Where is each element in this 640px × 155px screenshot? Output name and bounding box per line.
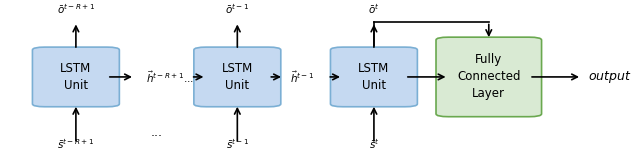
Text: $\bar{s}^{t-1}$: $\bar{s}^{t-1}$: [226, 137, 249, 151]
Text: $\bar{o}^{t}$: $\bar{o}^{t}$: [368, 2, 380, 16]
Text: LSTM
Unit: LSTM Unit: [358, 62, 390, 92]
Text: $\bar{s}^{t}$: $\bar{s}^{t}$: [369, 137, 380, 151]
Text: $\bf{\it{output}}$: $\bf{\it{output}}$: [588, 69, 632, 85]
FancyBboxPatch shape: [330, 47, 417, 107]
Text: $\bar{o}^{t-1}$: $\bar{o}^{t-1}$: [225, 2, 250, 16]
Text: Fully
Connected
Layer: Fully Connected Layer: [457, 53, 520, 100]
FancyBboxPatch shape: [194, 47, 281, 107]
Text: ...: ...: [150, 126, 163, 139]
Text: LSTM
Unit: LSTM Unit: [221, 62, 253, 92]
Text: $\bar{s}^{t-R+1}$: $\bar{s}^{t-R+1}$: [58, 137, 95, 151]
Text: $\vec{h}^{t-R+1}$...: $\vec{h}^{t-R+1}$...: [146, 69, 194, 85]
Text: $\vec{h}^{t-1}$: $\vec{h}^{t-1}$: [290, 69, 314, 85]
Text: LSTM
Unit: LSTM Unit: [60, 62, 92, 92]
Text: $\bar{o}^{t-R+1}$: $\bar{o}^{t-R+1}$: [57, 2, 95, 16]
FancyBboxPatch shape: [436, 37, 541, 117]
FancyBboxPatch shape: [33, 47, 119, 107]
